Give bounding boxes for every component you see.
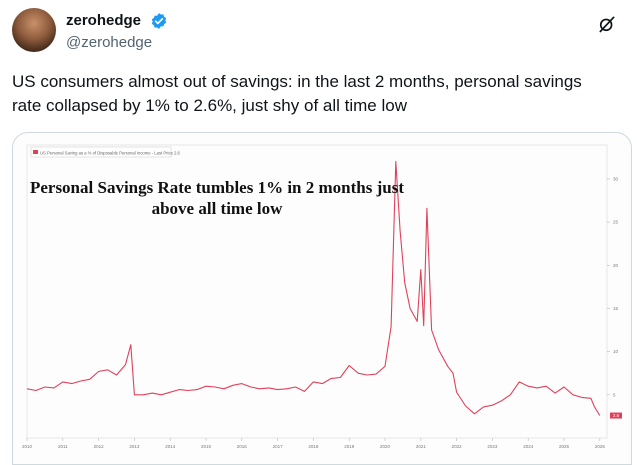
x-tick-label: 2026 (595, 444, 606, 449)
x-tick-label: 2019 (344, 444, 355, 449)
x-tick-label: 2020 (380, 444, 391, 449)
legend-label: US Personal Saving as a % of Disposable … (40, 151, 181, 156)
x-tick-label: 2010 (22, 444, 33, 449)
avatar[interactable] (12, 8, 56, 52)
x-tick-label: 2023 (487, 444, 498, 449)
x-tick-label: 2021 (416, 444, 427, 449)
x-tick-label: 2018 (308, 444, 319, 449)
grok-icon[interactable] (597, 14, 617, 34)
x-tick-label: 2022 (452, 444, 463, 449)
display-name[interactable]: zerohedge (66, 12, 142, 29)
x-tick-label: 2014 (165, 444, 176, 449)
legend-swatch (33, 150, 38, 154)
verified-badge-icon (151, 13, 167, 29)
last-value-label: 2.6 (613, 413, 620, 418)
x-tick-label: 2016 (237, 444, 248, 449)
chart-title: Personal Savings Rate tumbles 1% in 2 mo… (29, 178, 405, 218)
series-line (26, 161, 601, 416)
y-tick-label: 5 (613, 392, 616, 397)
x-tick-label: 2011 (58, 444, 68, 449)
tweet-header: zerohedge @zerohedge (12, 8, 625, 58)
y-tick-label: 25 (613, 220, 619, 225)
y-tick-label: 30 (613, 176, 619, 181)
legend-box (30, 146, 172, 158)
x-tick-label: 2015 (201, 444, 212, 449)
last-value-tag (610, 412, 622, 419)
y-tick-label: 20 (613, 263, 619, 268)
tweet-text: US consumers almost out of savings: in t… (12, 72, 582, 115)
plot-frame (26, 144, 608, 439)
savings-rate-chart: US Personal Saving as a % of Disposable … (22, 144, 622, 449)
tweet-media-chart[interactable]: US Personal Saving as a % of Disposable … (12, 132, 632, 465)
x-tick-label: 2013 (129, 444, 140, 449)
handle[interactable]: @zerohedge (66, 34, 153, 51)
y-tick-label: 15 (613, 306, 619, 311)
x-tick-label: 2024 (523, 444, 534, 449)
x-tick-label: 2025 (559, 444, 570, 449)
y-tick-label: 10 (613, 349, 619, 354)
x-tick-label: 2017 (273, 444, 284, 449)
x-tick-label: 2012 (94, 444, 105, 449)
